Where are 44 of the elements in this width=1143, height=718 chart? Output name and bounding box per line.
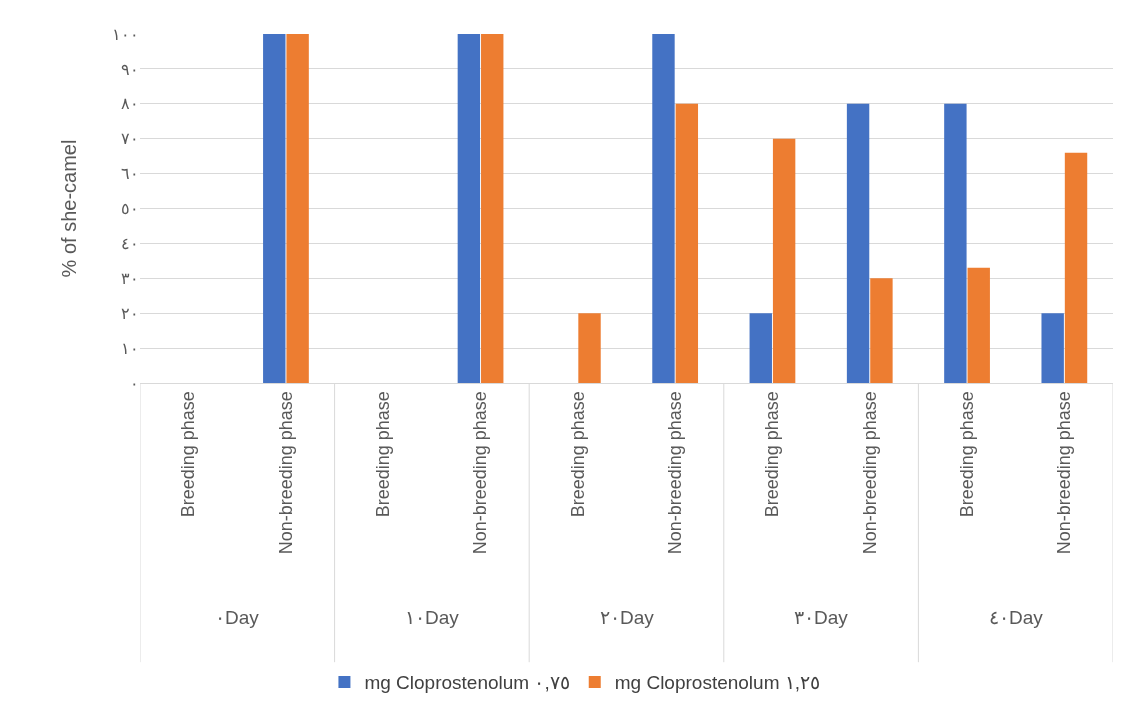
y-tick-label: ٠ bbox=[130, 374, 139, 392]
x-tick-label: Non-breeding phase bbox=[859, 391, 880, 555]
bar bbox=[481, 34, 504, 383]
y-tick-label: ٨٠ bbox=[121, 95, 139, 113]
x-tick-label: Breeding phase bbox=[373, 391, 394, 518]
y-tick-label: ٢٠ bbox=[121, 304, 139, 322]
y-axis-title: % of she-camel bbox=[57, 139, 80, 278]
text: ٠Day bbox=[215, 607, 260, 628]
text: ٣٠Day bbox=[794, 607, 849, 628]
y-tick-label: ٥٠ bbox=[121, 200, 139, 218]
x-tick-label: Breeding phase bbox=[567, 391, 588, 518]
y-tick-label: ٤٠ bbox=[121, 235, 139, 252]
x-tick-label: Non-breeding phase bbox=[470, 391, 491, 555]
text: ٢٠Day bbox=[600, 607, 655, 628]
x-tick-label: Non-breeding phase bbox=[665, 391, 685, 555]
bar bbox=[944, 103, 967, 383]
x-tick-label: Breeding phase bbox=[762, 391, 783, 518]
y-tick-label: ٣٠ bbox=[121, 269, 139, 287]
x-tick-label: Breeding phase bbox=[178, 391, 199, 518]
y-tick-label: ١٠٠ bbox=[112, 25, 139, 43]
bar bbox=[846, 103, 870, 383]
y-tick-label: ٧٠ bbox=[121, 130, 139, 148]
x-tick-label: Non-breeding phase bbox=[1054, 391, 1075, 555]
bar bbox=[1041, 313, 1064, 383]
bar bbox=[578, 313, 601, 383]
bar bbox=[286, 34, 309, 383]
bar bbox=[749, 313, 772, 383]
bar bbox=[675, 103, 699, 383]
text: ٤٠Day bbox=[989, 607, 1044, 628]
bar bbox=[457, 34, 481, 383]
text: ١٠Day bbox=[405, 607, 460, 628]
legend-label: mg Cloprostenolum ٠,٧٥ bbox=[364, 672, 570, 694]
bar bbox=[1064, 152, 1088, 383]
y-tick-label: ٦٠ bbox=[121, 165, 139, 183]
bar bbox=[870, 278, 893, 383]
y-tick-label: ٩٠ bbox=[121, 60, 139, 78]
x-tick-label: Breeding phase bbox=[956, 391, 977, 518]
bar bbox=[967, 267, 990, 383]
y-tick-label: ١٠ bbox=[121, 339, 139, 357]
legend-label: mg Cloprostenolum ١,٢٥ bbox=[614, 672, 821, 694]
bar bbox=[263, 34, 286, 383]
x-tick-label: Non-breeding phase bbox=[275, 391, 296, 555]
bar bbox=[772, 138, 796, 383]
bar bbox=[652, 34, 675, 383]
